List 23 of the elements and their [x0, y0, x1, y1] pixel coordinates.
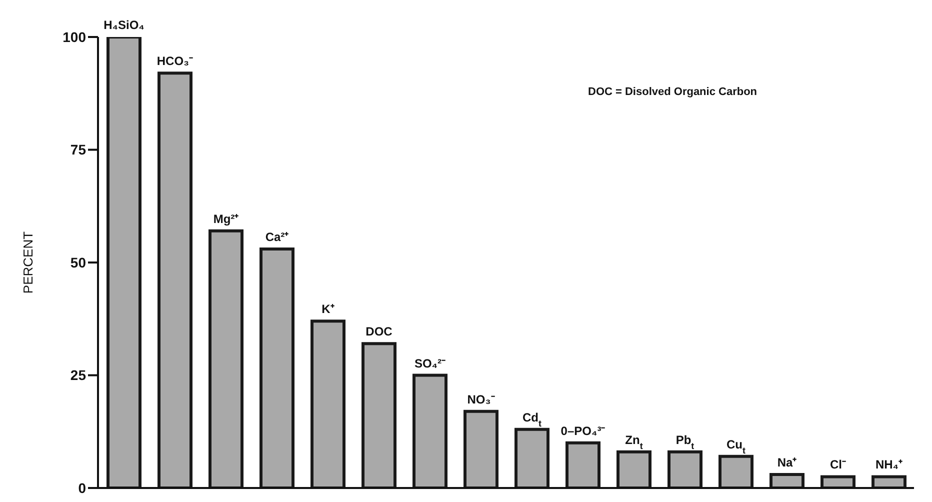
y-tick-label: 50: [70, 254, 86, 270]
x-tick-label: NO₃⁻: [467, 392, 495, 406]
x-tick-label: HCO₃⁻: [156, 54, 194, 68]
x-tick-label: Mg²⁺: [213, 212, 239, 226]
x-tick-label: Na⁺: [777, 455, 797, 470]
annotation: DOC = Disolved Organic Carbon: [588, 86, 758, 98]
x-tick-label: Pb$_{t}$: [676, 432, 694, 451]
y-tick-label: 25: [70, 367, 86, 384]
x-tick-label: DOC: [366, 324, 393, 339]
x-tick-label: Ca²⁺: [265, 230, 289, 244]
y-tick-label: 0: [78, 480, 86, 496]
x-tick-label: 0–PO₄³⁻: [560, 424, 606, 438]
y-axis-title: PERCENT: [20, 231, 36, 294]
y-tick-label: 100: [62, 28, 86, 45]
x-tick-label: Cl⁻: [830, 458, 846, 472]
x-tick-label: H₄SiO₄: [104, 18, 145, 32]
x-tick-label: NH₄⁺: [875, 458, 903, 472]
x-tick-label: Cu$_{t}$: [726, 437, 746, 456]
x-tick-label: K⁺: [322, 302, 334, 316]
x-tick-label: SO₄²⁻: [414, 356, 446, 370]
x-tick-label: Zn$_{t}$: [625, 432, 643, 451]
y-tick-label: 75: [70, 142, 86, 158]
x-tick-label: Cd$_{t}$: [522, 410, 542, 428]
